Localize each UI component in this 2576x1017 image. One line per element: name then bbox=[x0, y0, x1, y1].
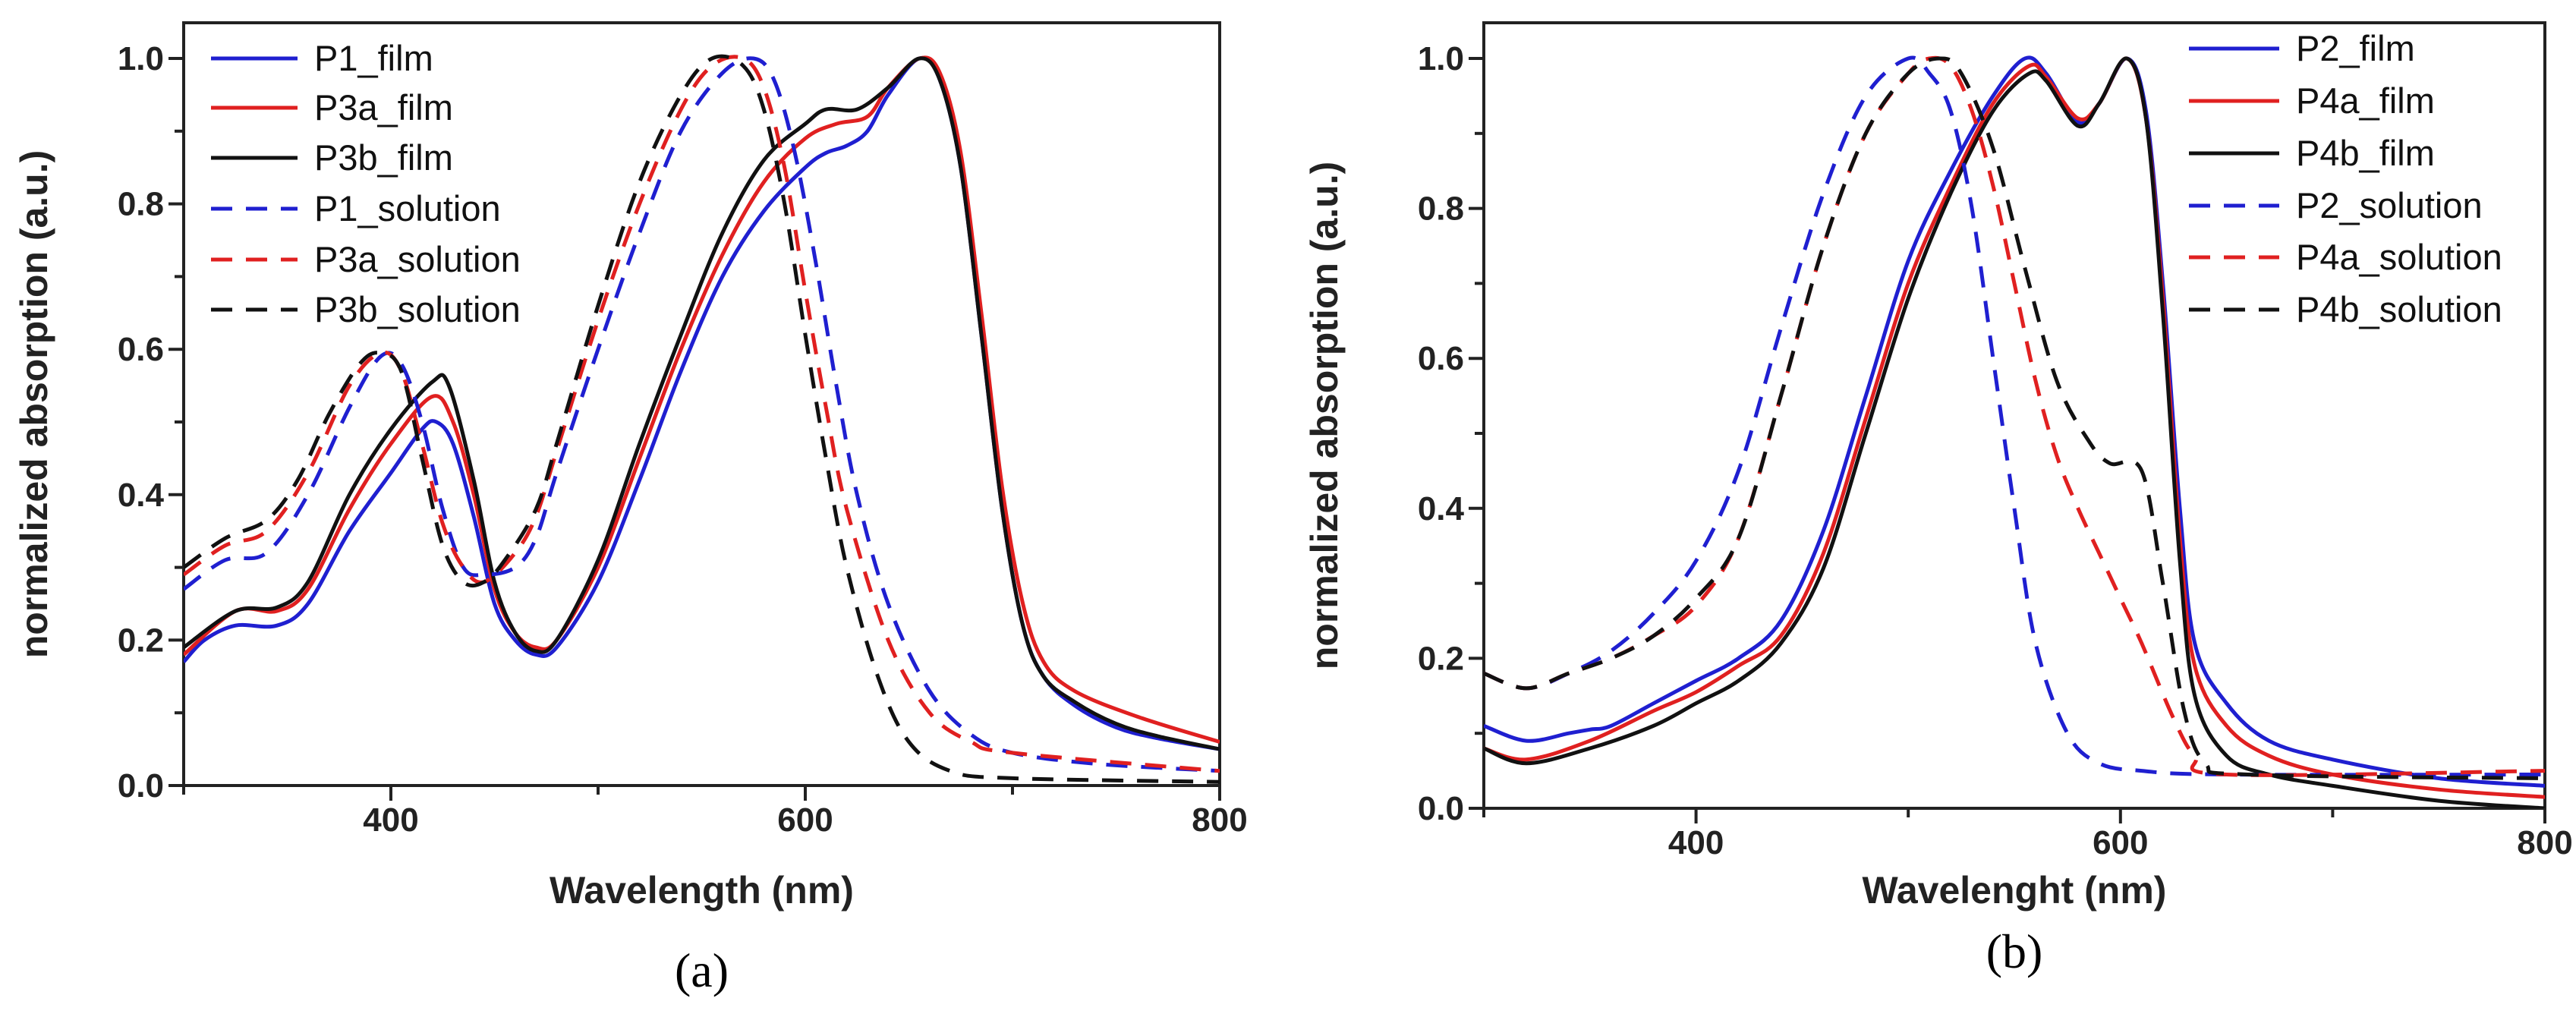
y-tick-label: 0.8 bbox=[1418, 190, 1464, 228]
series-line-P4b_film bbox=[1484, 56, 2545, 808]
legend-label: P4b_film bbox=[2296, 133, 2435, 173]
y-tick-label: 0.0 bbox=[118, 767, 164, 804]
series-line-P1_solution bbox=[184, 56, 1220, 773]
x-tick-label: 800 bbox=[2517, 824, 2572, 861]
x-tick-label: 800 bbox=[1192, 801, 1247, 839]
x-tick-label: 600 bbox=[777, 801, 833, 839]
legend-label: P3b_solution bbox=[314, 289, 521, 329]
series-line-P2_solution bbox=[1484, 55, 2545, 777]
legend-label: P1_film bbox=[314, 38, 433, 78]
legend-label: P3a_solution bbox=[314, 239, 521, 279]
series-line-P3a_film bbox=[184, 55, 1220, 744]
chart-panel-a: 400 600 800 0.0 0.2 0.4 0.6 0.8 1.0 Wavelength (n… bbox=[13, 21, 1248, 997]
legend-label: P2_solution bbox=[2296, 185, 2483, 225]
y-tick-label: 0.2 bbox=[1418, 640, 1464, 677]
y-tick-label: 0.4 bbox=[118, 477, 165, 514]
x-axis-label: Wavelenght (nm) bbox=[1863, 869, 2167, 912]
panel-label: (b) bbox=[1986, 924, 2043, 978]
x-tick-label: 400 bbox=[1668, 824, 1724, 861]
y-axis-label: normalized absorption (a.u.) bbox=[13, 150, 55, 658]
y-tick-label: 0.6 bbox=[118, 331, 164, 368]
legend-label: P3a_film bbox=[314, 87, 453, 128]
y-tick-label: 0.0 bbox=[1418, 790, 1464, 827]
series-line-P2_film bbox=[1484, 55, 2545, 788]
series-line-P3b_solution bbox=[184, 54, 1220, 784]
y-tick-label: 1.0 bbox=[118, 40, 164, 77]
chart-panel-b: 400 600 800 0.0 0.2 0.4 0.6 0.8 1.0 Wavelenght (n… bbox=[1303, 21, 2573, 978]
series-line-P4a_film bbox=[1484, 56, 2545, 799]
x-tick-label: 600 bbox=[2093, 824, 2148, 861]
y-tick-label: 0.8 bbox=[118, 186, 164, 223]
series-group bbox=[1484, 55, 2545, 808]
legend-label: P4b_solution bbox=[2296, 289, 2502, 329]
y-tick-label: 0.6 bbox=[1418, 340, 1464, 377]
legend-label: P4a_film bbox=[2296, 80, 2435, 121]
legend-label: P2_film bbox=[2296, 28, 2415, 68]
legend-label: P1_solution bbox=[314, 188, 501, 228]
plot-frame bbox=[182, 21, 1221, 787]
x-axis-label: Wavelength (nm) bbox=[550, 869, 854, 912]
y-tick-label: 0.2 bbox=[118, 622, 164, 659]
series-line-P4a_solution bbox=[1484, 55, 2545, 777]
y-tick-label: 1.0 bbox=[1418, 40, 1464, 77]
series-group bbox=[184, 54, 1220, 784]
y-tick-label: 0.4 bbox=[1418, 490, 1465, 527]
legend-label: P4a_solution bbox=[2296, 237, 2502, 277]
plot-frame bbox=[1482, 21, 2546, 810]
series-line-P3a_solution bbox=[184, 55, 1220, 773]
panel-label: (a) bbox=[675, 943, 729, 997]
y-axis-label: normalized absorption (a.u.) bbox=[1303, 162, 1346, 669]
legend-label: P3b_film bbox=[314, 137, 453, 178]
x-tick-label: 400 bbox=[363, 801, 418, 839]
